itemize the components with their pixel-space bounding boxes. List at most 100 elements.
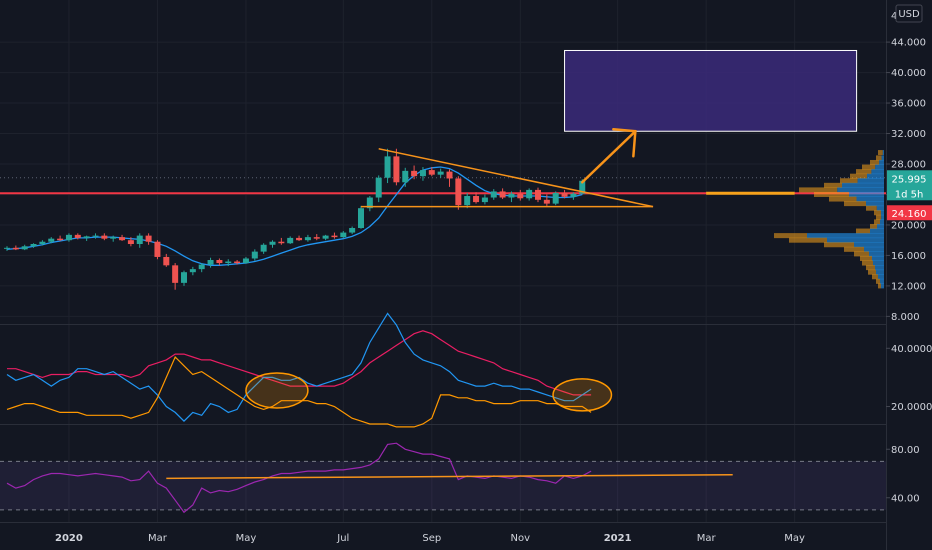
volume-profile-bar bbox=[874, 219, 880, 225]
price-axis[interactable]: 44.00040.00036.00032.00028.00024.00020.0… bbox=[886, 4, 932, 504]
current-price-tag: 25.995 1d 5h bbox=[887, 170, 932, 201]
candle bbox=[473, 192, 480, 204]
volume-profile-bar bbox=[844, 201, 866, 207]
volume-profile-bar bbox=[881, 155, 884, 161]
price-axis-label: 36.000 bbox=[891, 99, 926, 110]
price-axis-label: 40.000 bbox=[891, 68, 926, 79]
candle bbox=[393, 148, 400, 186]
grid-lines bbox=[0, 0, 886, 522]
highlight-ellipse[interactable] bbox=[552, 378, 613, 412]
candlestick-series bbox=[4, 148, 586, 290]
candle bbox=[428, 167, 435, 177]
price-axis-partial-label: 4 bbox=[891, 11, 897, 22]
candle bbox=[110, 235, 117, 242]
candle bbox=[57, 235, 64, 241]
volume-profile-bar bbox=[881, 214, 884, 220]
target-zone-box[interactable] bbox=[564, 49, 858, 132]
price-axis-label: 20.000 bbox=[891, 220, 926, 231]
candle bbox=[172, 263, 179, 290]
volume-profile-bar bbox=[881, 283, 884, 289]
current-price-label: 25.995 bbox=[892, 174, 927, 185]
volume-profile-bar bbox=[876, 214, 882, 220]
candle bbox=[216, 258, 223, 266]
currency-button[interactable]: USD bbox=[895, 4, 923, 23]
volume-profile-bar bbox=[814, 191, 849, 197]
candle bbox=[251, 249, 258, 261]
support-level-tag: 24.160 bbox=[887, 205, 932, 221]
price-axis-label: 8.000 bbox=[891, 312, 920, 323]
countdown-label: 1d 5h bbox=[895, 189, 924, 200]
volume-profile-bar bbox=[878, 150, 883, 156]
highlight-ellipses[interactable] bbox=[245, 372, 613, 412]
volume-profile-bar bbox=[876, 155, 882, 161]
time-axis-label: Mar bbox=[148, 533, 168, 544]
price-panel[interactable] bbox=[0, 49, 886, 290]
time-axis-label: 2020 bbox=[55, 533, 83, 544]
projection-arrow[interactable] bbox=[581, 127, 637, 184]
highlight-ellipse[interactable] bbox=[245, 372, 309, 409]
price-axis-label: 16.000 bbox=[891, 251, 926, 262]
candle bbox=[464, 192, 471, 209]
candle bbox=[242, 256, 249, 264]
candle bbox=[402, 167, 409, 187]
candle bbox=[411, 165, 418, 180]
volume-profile-bar bbox=[880, 219, 884, 225]
volume-profile-bar bbox=[870, 228, 884, 234]
candle bbox=[163, 253, 170, 267]
volume-profile-bar bbox=[789, 237, 827, 243]
volume-profile-bar bbox=[837, 187, 884, 193]
volume-profile-bar bbox=[877, 223, 884, 229]
candle bbox=[234, 260, 241, 265]
volume-profile-bar bbox=[871, 169, 884, 175]
candle bbox=[154, 240, 161, 260]
candle bbox=[517, 189, 524, 201]
candle bbox=[384, 148, 391, 184]
volume-profile-bar bbox=[850, 173, 867, 179]
candle bbox=[92, 233, 99, 239]
descending-resistance-line[interactable] bbox=[378, 148, 654, 208]
candle bbox=[119, 234, 126, 241]
rsi-trendline[interactable] bbox=[166, 473, 733, 480]
volume-profile-bar bbox=[862, 164, 876, 170]
price-axis-label: 20.0000 bbox=[891, 402, 932, 413]
candle bbox=[481, 194, 488, 205]
candle bbox=[366, 196, 373, 212]
candle bbox=[21, 244, 28, 251]
candle bbox=[446, 169, 453, 187]
candle bbox=[543, 194, 550, 206]
candle bbox=[30, 243, 37, 248]
volume-profile-bar bbox=[849, 191, 884, 197]
candle bbox=[304, 234, 311, 242]
volume-profile-bar bbox=[882, 150, 884, 156]
candle bbox=[65, 233, 72, 242]
candle bbox=[48, 237, 55, 244]
candle bbox=[74, 233, 81, 240]
indicator-1-blue-line bbox=[6, 312, 592, 422]
time-axis-label: Nov bbox=[511, 533, 531, 544]
volume-profile-bar bbox=[824, 182, 842, 188]
candle bbox=[260, 243, 267, 254]
indicator-panel-1[interactable] bbox=[6, 312, 613, 428]
volume-profile-bar bbox=[875, 265, 884, 271]
candle bbox=[331, 232, 338, 239]
volume-profile bbox=[774, 150, 884, 289]
price-axis-label: 12.000 bbox=[891, 281, 926, 292]
time-axis-label: 2021 bbox=[604, 533, 632, 544]
candle bbox=[508, 191, 515, 203]
volume-profile-bar bbox=[870, 159, 880, 165]
price-axis-label: 40.0000 bbox=[891, 344, 932, 355]
price-axis-label: 40.00 bbox=[891, 493, 920, 504]
volume-profile-bar bbox=[866, 201, 884, 207]
time-axis-label: Mar bbox=[697, 533, 717, 544]
candle bbox=[490, 189, 497, 200]
candle bbox=[526, 188, 533, 201]
time-axis-label: May bbox=[236, 533, 257, 544]
volume-profile-bar bbox=[840, 178, 858, 184]
candle bbox=[455, 176, 462, 210]
time-axis[interactable]: 2020 Mar May Jul Sep Nov 2021 Mar May bbox=[55, 533, 805, 544]
candle bbox=[313, 234, 320, 241]
candle bbox=[225, 259, 232, 267]
indicator-panel-2[interactable] bbox=[0, 442, 886, 514]
volume-profile-bar bbox=[829, 196, 857, 202]
